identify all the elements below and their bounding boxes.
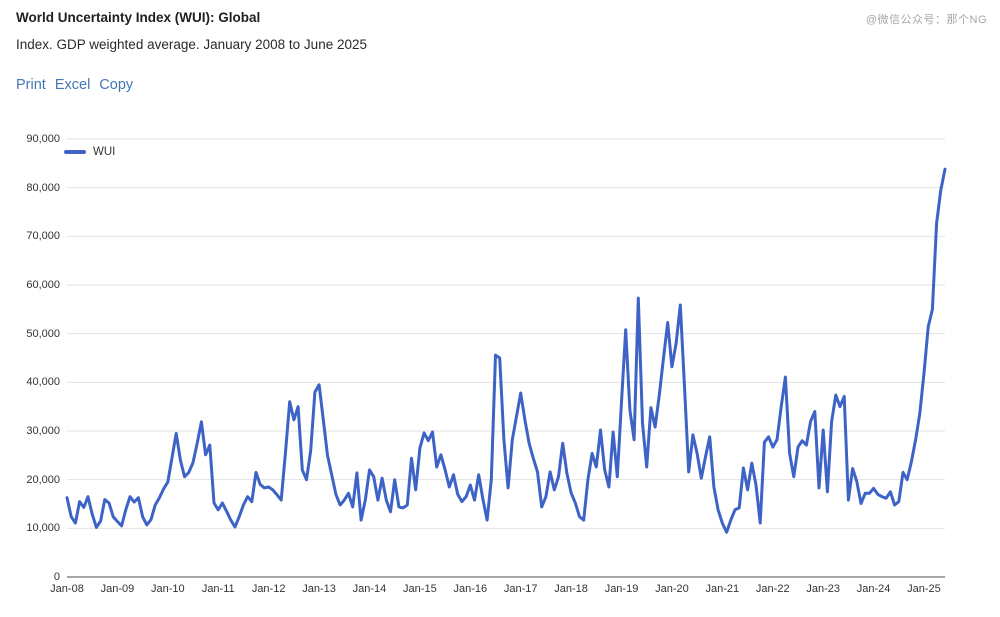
legend-item-wui[interactable]: WUI <box>64 146 115 158</box>
x-tick-label: Jan-22 <box>755 583 790 595</box>
copy-link[interactable]: Copy <box>99 77 134 93</box>
x-tick-label: Jan-24 <box>856 583 891 595</box>
x-tick-label: Jan-19 <box>604 583 639 595</box>
x-tick-label: Jan-15 <box>403 583 437 595</box>
y-tick-label: 30,000 <box>26 425 60 437</box>
y-tick-label: 20,000 <box>26 473 60 486</box>
y-tick-label: 40,000 <box>26 376 60 389</box>
x-tick-label: Jan-23 <box>806 583 840 595</box>
y-tick-label: 80,000 <box>26 181 60 194</box>
x-tick-label: Jan-20 <box>655 583 689 595</box>
x-tick-label: Jan-21 <box>705 583 740 595</box>
x-tick-label: Jan-12 <box>251 583 286 595</box>
x-tick-label: Jan-13 <box>302 583 336 595</box>
watermark-text: @微信公众号：那个NG <box>865 14 987 26</box>
x-tick-label: Jan-25 <box>907 583 941 595</box>
x-tick-label: Jan-14 <box>352 583 387 595</box>
y-tick-label: 90,000 <box>26 133 60 145</box>
x-tick-label: Jan-08 <box>50 583 84 595</box>
x-tick-label: Jan-09 <box>100 583 135 595</box>
x-tick-label: Jan-16 <box>453 583 488 595</box>
y-tick-label: 10,000 <box>26 522 60 535</box>
y-tick-label: 50,000 <box>26 327 60 340</box>
wui-series-line <box>65 167 947 534</box>
x-tick-label: Jan-18 <box>554 583 588 595</box>
x-tick-label: Jan-11 <box>201 583 235 595</box>
x-tick-label: Jan-10 <box>150 583 185 595</box>
print-link[interactable]: Print <box>16 77 46 93</box>
y-tick-label: 0 <box>53 571 60 583</box>
x-tick-label: Jan-17 <box>503 583 538 595</box>
page-title: World Uncertainty Index (WUI): Global <box>16 10 261 25</box>
legend-swatch <box>64 150 86 154</box>
y-tick-label: 70,000 <box>26 230 60 243</box>
page-subtitle: Index. GDP weighted average. January 200… <box>16 37 367 52</box>
export-toolbar: Print Excel Copy <box>16 77 133 93</box>
y-tick-label: 60,000 <box>26 279 60 291</box>
excel-link[interactable]: Excel <box>54 77 91 93</box>
legend-label: WUI <box>93 146 116 158</box>
